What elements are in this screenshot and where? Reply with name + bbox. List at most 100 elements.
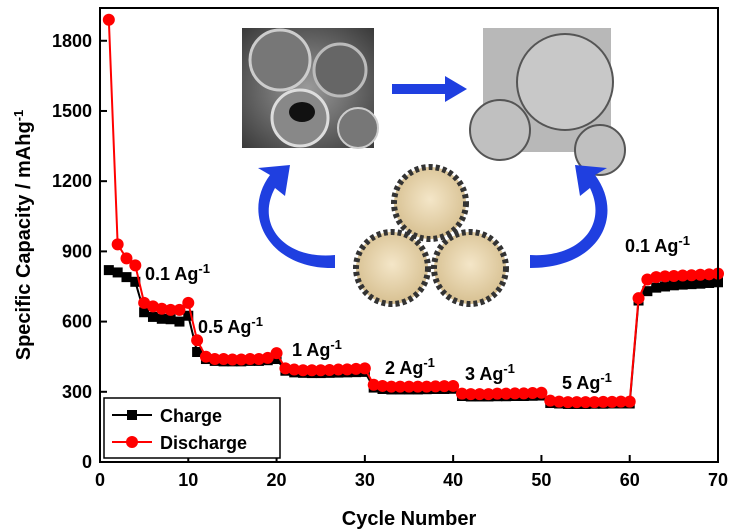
rate-annotation-sup: -1	[503, 361, 515, 376]
marker	[297, 364, 310, 377]
x-tick-label: 40	[443, 470, 463, 490]
rate-annotation-sup: -1	[330, 337, 342, 352]
y-tick-label: 600	[62, 312, 92, 332]
marker	[650, 271, 663, 284]
legend-marker	[127, 410, 137, 420]
marker	[112, 267, 123, 278]
marker	[597, 395, 610, 408]
marker	[120, 252, 133, 265]
marker	[676, 269, 689, 282]
rate-annotation-text: 5 Ag	[562, 373, 600, 393]
x-tick-label: 20	[267, 470, 287, 490]
y-tick-label: 0	[82, 452, 92, 472]
marker	[438, 380, 451, 393]
rate-annotation-text: 0.1 Ag	[145, 264, 198, 284]
marker	[217, 353, 230, 366]
x-tick-label: 50	[531, 470, 551, 490]
marker	[103, 265, 114, 276]
marker	[192, 347, 203, 358]
core-shell-spheres	[353, 164, 509, 307]
rate-annotation-text: 3 Ag	[465, 364, 503, 384]
marker	[350, 362, 363, 375]
marker	[183, 310, 194, 321]
marker	[500, 387, 513, 400]
marker	[261, 351, 274, 364]
marker	[341, 363, 354, 376]
y-tick-label: 1800	[52, 31, 92, 51]
marker	[420, 380, 433, 393]
marker	[482, 388, 495, 401]
marker	[288, 363, 301, 376]
marker	[694, 268, 707, 281]
marker	[570, 396, 583, 409]
x-tick-label: 60	[620, 470, 640, 490]
legend-marker	[126, 436, 138, 448]
y-axis-label-text: Specific Capacity / mAhg	[13, 121, 35, 360]
marker	[651, 282, 662, 293]
inset-tem-image	[469, 28, 626, 176]
rate-annotation-sup: -1	[423, 355, 435, 370]
marker	[156, 313, 167, 324]
marker	[685, 269, 698, 282]
marker	[235, 353, 248, 366]
rate-annotation: 3 Ag-1	[465, 361, 515, 385]
marker	[279, 362, 292, 375]
x-axis-label: Cycle Number	[342, 508, 477, 530]
marker	[535, 386, 548, 399]
marker	[668, 280, 679, 291]
arrow-right-curve	[530, 165, 608, 268]
legend-label: Discharge	[160, 433, 247, 453]
marker	[703, 268, 716, 281]
y-tick-label: 300	[62, 382, 92, 402]
marker	[376, 379, 389, 392]
marker	[385, 380, 398, 393]
marker	[208, 353, 221, 366]
rate-annotation-text: 1 Ag	[292, 340, 330, 360]
marker	[191, 334, 204, 347]
marker	[121, 272, 132, 283]
marker	[686, 279, 697, 290]
marker	[677, 279, 688, 290]
marker	[332, 363, 345, 376]
arrow-left-curve	[258, 165, 335, 269]
marker	[614, 395, 627, 408]
rate-annotation-sup: -1	[600, 370, 612, 385]
marker	[606, 395, 619, 408]
marker	[491, 387, 504, 400]
marker	[544, 394, 557, 407]
marker	[473, 388, 486, 401]
marker	[464, 388, 477, 401]
y-tick-label: 1500	[52, 101, 92, 121]
rate-annotation: 1 Ag-1	[292, 337, 342, 361]
x-tick-label: 70	[708, 470, 728, 490]
marker	[455, 387, 468, 400]
marker	[164, 303, 177, 316]
marker	[695, 278, 706, 289]
rate-annotation: 2 Ag-1	[385, 355, 435, 379]
marker	[252, 353, 265, 366]
marker	[367, 378, 380, 391]
y-tick-label: 1200	[52, 171, 92, 191]
marker	[579, 396, 592, 409]
marker	[632, 292, 645, 305]
rate-annotation: 0.1 Ag-1	[625, 233, 690, 257]
marker	[305, 364, 318, 377]
marker	[623, 395, 636, 408]
marker	[660, 281, 671, 292]
y-axis-label: Specific Capacity / mAhg-1	[11, 110, 36, 361]
marker	[270, 347, 283, 360]
arrow-right	[392, 76, 467, 102]
rate-annotation: 0.1 Ag-1	[145, 261, 210, 285]
marker	[429, 380, 442, 393]
marker	[394, 380, 407, 393]
marker	[165, 314, 176, 325]
rate-annotation-text: 0.5 Ag	[198, 317, 251, 337]
inset-sem-image	[242, 28, 379, 149]
rate-annotation: 5 Ag-1	[562, 370, 612, 394]
x-tick-label: 10	[178, 470, 198, 490]
y-tick-label: 900	[62, 241, 92, 261]
marker	[139, 307, 150, 318]
marker	[226, 353, 239, 366]
marker	[314, 364, 327, 377]
